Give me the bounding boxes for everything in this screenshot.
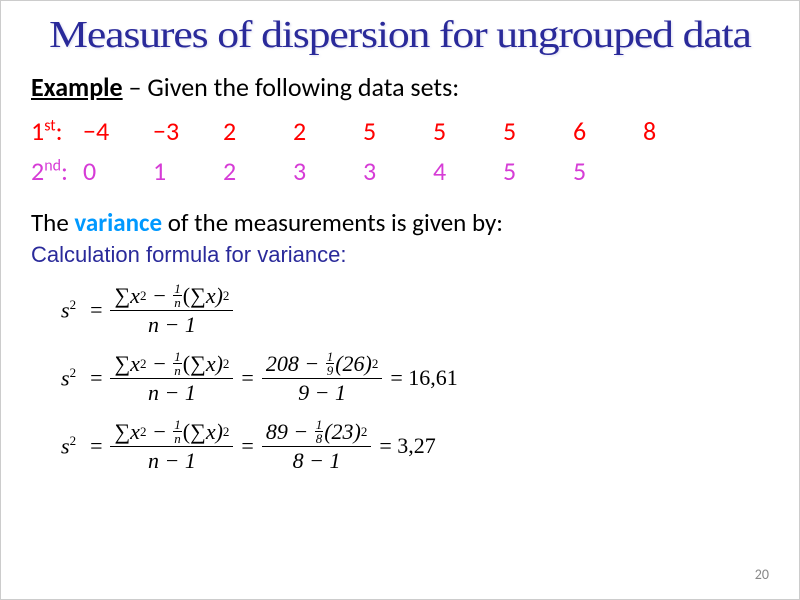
variance-line: The variance of the measurements is give… bbox=[31, 207, 769, 238]
r1-v4: 5 bbox=[363, 115, 433, 147]
data-row-1: 1st: −4 −3 2 2 5 5 5 6 8 bbox=[31, 115, 769, 147]
r1-v7: 6 bbox=[573, 115, 643, 147]
r1-v1: −3 bbox=[153, 115, 223, 147]
result-1: = 16,61 bbox=[390, 365, 457, 391]
r2-v2: 2 bbox=[223, 155, 293, 187]
r2-v0: 0 bbox=[83, 155, 153, 187]
r2-v7: 5 bbox=[573, 155, 643, 187]
content-area: Example – Given the following data sets:… bbox=[1, 71, 799, 474]
r2-v5: 4 bbox=[433, 155, 503, 187]
r2-v6: 5 bbox=[503, 155, 573, 187]
calc-formula-label: Calculation formula for variance: bbox=[31, 242, 769, 268]
variance-word: variance bbox=[74, 207, 162, 238]
formula-block: s2 = ∑x2 − 1n (∑x)2 n − 1 s2 = ∑x2 − 1n bbox=[31, 282, 769, 474]
example-line: Example – Given the following data sets: bbox=[31, 71, 769, 103]
r1-v2: 2 bbox=[223, 115, 293, 147]
data-row-2: 2nd: 0 1 2 3 3 4 5 5 bbox=[31, 155, 769, 187]
formula-generic: s2 = ∑x2 − 1n (∑x)2 n − 1 bbox=[61, 282, 769, 338]
example-tail: – Given the following data sets: bbox=[123, 71, 460, 103]
page-number: 20 bbox=[755, 566, 769, 583]
example-label: Example bbox=[31, 71, 123, 103]
r2-v1: 1 bbox=[153, 155, 223, 187]
slide-title: Measures of dispersion for ungrouped dat… bbox=[0, 13, 800, 57]
r1-v6: 5 bbox=[503, 115, 573, 147]
r1-v5: 5 bbox=[433, 115, 503, 147]
r2-v3: 3 bbox=[293, 155, 363, 187]
r1-v8: 8 bbox=[643, 115, 713, 147]
row1-label: 1st: bbox=[31, 115, 83, 147]
r2-v4: 3 bbox=[363, 155, 433, 187]
formula-dataset-1: s2 = ∑x2 − 1n (∑x)2 n − 1 = 208 − 19 (26… bbox=[61, 350, 769, 406]
r1-v3: 2 bbox=[293, 115, 363, 147]
result-2: = 3,27 bbox=[379, 433, 435, 459]
row2-label: 2nd: bbox=[31, 155, 83, 187]
formula-dataset-2: s2 = ∑x2 − 1n (∑x)2 n − 1 = 89 − 18 (23)… bbox=[61, 418, 769, 474]
r1-v0: −4 bbox=[83, 115, 153, 147]
